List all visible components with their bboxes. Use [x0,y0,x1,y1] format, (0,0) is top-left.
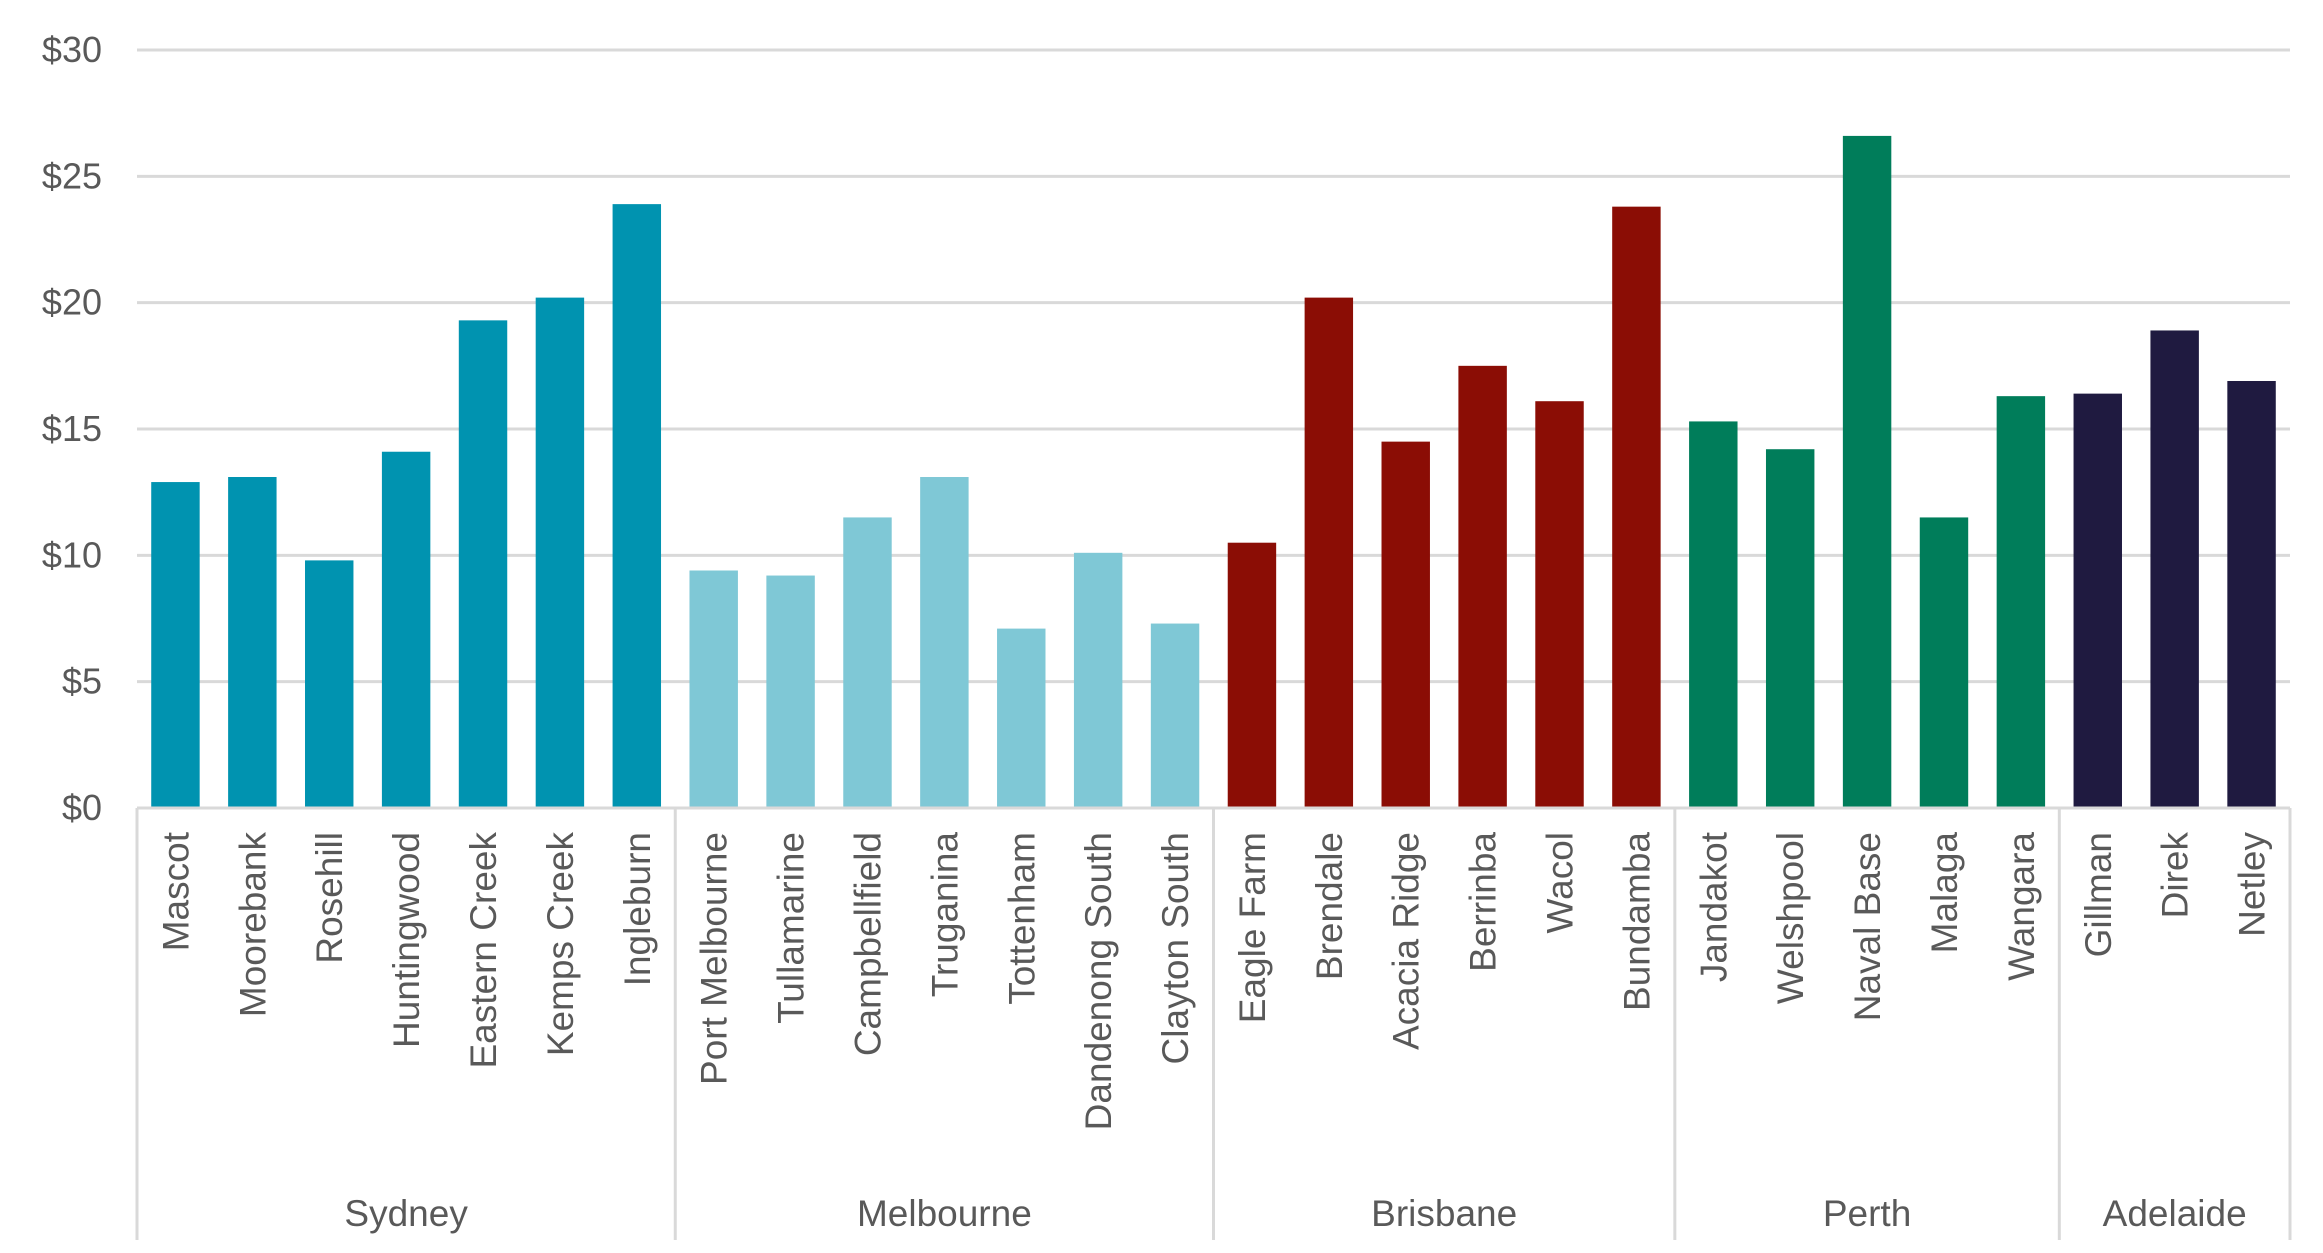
category-label: Tottenham [1001,832,1042,1005]
y-axis-ticks: $0 $5 $10 $15 $20 $25 $30 [42,29,102,828]
category-label: Eagle Farm [1232,832,1273,1023]
bar-welshpool [1765,449,1815,808]
y-tick-label: $20 [42,282,102,323]
category-label: Ingleburn [617,832,658,986]
bar-gillman [2073,393,2122,808]
bar-port-melbourne [689,570,738,808]
category-label: Acacia Ridge [1386,832,1427,1050]
bar-clayton-south [1150,623,1200,808]
category-labels: Mascot Moorebank Rosehill Huntingwood Easter… [155,831,2272,1130]
category-label: Eastern Creek [463,832,504,1069]
category-label: Malaga [1924,832,1965,954]
group-label-melbourne: Melbourne [857,1193,1032,1234]
bar-bundamba [1612,206,1661,809]
group-label-brisbane: Brisbane [1371,1193,1517,1234]
y-tick-label: $25 [42,155,102,196]
group-label-sydney: Sydney [344,1193,468,1234]
bar-eagle-farm [1227,542,1277,808]
category-label: Tullamarine [771,832,812,1024]
bar-malaga [1919,517,1969,808]
bar-kemps-creek [535,297,585,808]
bar-huntingwood [381,451,431,808]
y-tick-label: $30 [42,29,102,70]
category-label: Port Melbourne [694,832,735,1085]
bar-netley [2227,380,2276,808]
category-label: Mascot [155,831,196,951]
category-label: Berrinba [1463,832,1504,972]
bar-brendale [1304,297,1354,808]
category-label: Kemps Creek [540,832,581,1057]
category-label: Gillman [2078,832,2119,957]
y-tick-label: $5 [62,661,102,702]
group-labels: Sydney Melbourne Brisbane Perth Adelaide [344,1193,2246,1234]
bar-eastern-creek [458,320,508,808]
bar-wacol [1535,401,1584,808]
category-label: Welshpool [1770,832,1811,1004]
bar-jandakot [1689,421,1738,808]
bar-campbellfield [843,517,892,808]
category-label: Truganina [924,832,965,998]
y-tick-label: $15 [42,408,102,449]
bar-tullamarine [766,575,815,808]
category-label: Dandenong South [1078,832,1119,1130]
bar-rosehill [305,560,354,808]
bar-berrinba [1458,365,1507,808]
category-label: Netley [2232,832,2273,937]
bars [151,135,2276,809]
category-label: Huntingwood [386,832,427,1048]
bar-mascot [151,482,200,808]
category-label: Rosehill [309,832,350,964]
category-label: Wacol [1540,832,1581,933]
x-axis [135,806,2292,1240]
group-label-adelaide: Adelaide [2103,1193,2247,1234]
category-label: Wangara [2001,832,2042,981]
category-label: Naval Base [1847,832,1888,1021]
category-label: Clayton South [1155,832,1196,1064]
bar-tottenham [997,628,1046,808]
category-label: Campbellfield [847,832,888,1056]
bar-direk [2150,330,2199,808]
category-label: Direk [2155,832,2196,919]
bar-ingleburn [612,204,662,809]
bar-naval-base [1842,135,1892,808]
bar-dandenong-south [1073,552,1123,808]
group-label-perth: Perth [1823,1193,1911,1234]
bar-wangara [1996,396,2046,808]
category-label: Jandakot [1693,831,1734,982]
category-label: Bundamba [1616,832,1657,1011]
y-tick-label: $0 [62,787,102,828]
bar-truganina [920,477,969,808]
bar-moorebank [228,477,277,808]
category-label: Brendale [1309,832,1350,980]
y-tick-label: $10 [42,534,102,575]
bar-acacia-ridge [1381,441,1430,808]
category-label: Moorebank [232,832,273,1018]
